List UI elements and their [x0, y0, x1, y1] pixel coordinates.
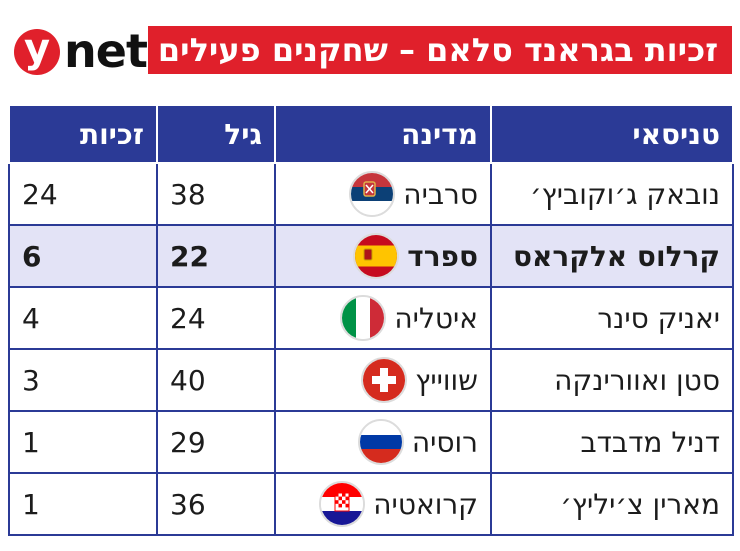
age-cell: 29: [156, 411, 276, 474]
table-row: יאניק סינר איטליה 24 4: [8, 287, 734, 350]
country-cell: קרואטיה: [274, 473, 492, 536]
country-cell: איטליה: [274, 287, 492, 350]
titles-cell: 1: [8, 473, 158, 536]
player-name: יאניק סינר: [490, 287, 734, 350]
titles-cell: 6: [8, 225, 158, 288]
ynet-logo: y net: [8, 26, 148, 78]
player-name: קרלוס אלקראס: [490, 225, 734, 288]
player-name: סטן ואוורינקה: [490, 349, 734, 412]
player-name: מארין צ׳יליץ׳: [490, 473, 734, 536]
country-name: סרביה: [403, 177, 478, 211]
grand-slam-table: טניסאי מדינה גיל זכיות נובאק ג׳וקוביץ׳ ס…: [8, 106, 734, 536]
age-cell: 40: [156, 349, 276, 412]
country-name: שווייץ: [415, 363, 478, 397]
switzerland-flag-icon: [361, 357, 408, 403]
header-titles: זכיות: [8, 106, 158, 164]
croatia-flag-icon: [319, 481, 366, 527]
ynet-logo-net: net: [64, 24, 148, 78]
player-name: דניל מדבדב: [490, 411, 734, 474]
country-cell: שווייץ: [274, 349, 492, 412]
header-row: טניסאי מדינה גיל זכיות: [8, 106, 734, 164]
age-cell: 22: [156, 225, 276, 288]
player-name: נובאק ג׳וקוביץ׳: [490, 163, 734, 226]
header-player: טניסאי: [490, 106, 734, 164]
ynet-logo-y: y: [14, 29, 60, 75]
titles-cell: 24: [8, 163, 158, 226]
titles-cell: 3: [8, 349, 158, 412]
italy-flag-icon: [340, 295, 387, 341]
serbia-flag-icon: [349, 171, 396, 217]
header-age: גיל: [156, 106, 276, 164]
table-row-highlighted: קרלוס אלקראס ספרד 22 6: [8, 225, 734, 288]
table-row: מארין צ׳יליץ׳ קרואטיה 36 1: [8, 473, 734, 536]
russia-flag-icon: [357, 419, 404, 465]
table-row: סטן ואוורינקה שווייץ 40 3: [8, 349, 734, 412]
country-cell: רוסיה: [274, 411, 492, 474]
age-cell: 24: [156, 287, 276, 350]
titles-cell: 4: [8, 287, 158, 350]
age-cell: 36: [156, 473, 276, 536]
country-name: איטליה: [394, 301, 478, 335]
country-cell: ספרד: [274, 225, 492, 288]
table-row: נובאק ג׳וקוביץ׳ סרביה 38 24: [8, 163, 734, 226]
table-row: דניל מדבדב רוסיה 29 1: [8, 411, 734, 474]
header-country: מדינה: [274, 106, 492, 164]
age-cell: 38: [156, 163, 276, 226]
country-name: רוסיה: [411, 425, 478, 459]
country-name: ספרד: [407, 239, 478, 273]
spain-flag-icon: [353, 233, 400, 279]
titles-cell: 1: [8, 411, 158, 474]
country-name: קרואטיה: [373, 487, 478, 521]
country-cell: סרביה: [274, 163, 492, 226]
title-banner: זכיות בגראנד סלאם – שחקנים פעילים: [148, 26, 732, 74]
